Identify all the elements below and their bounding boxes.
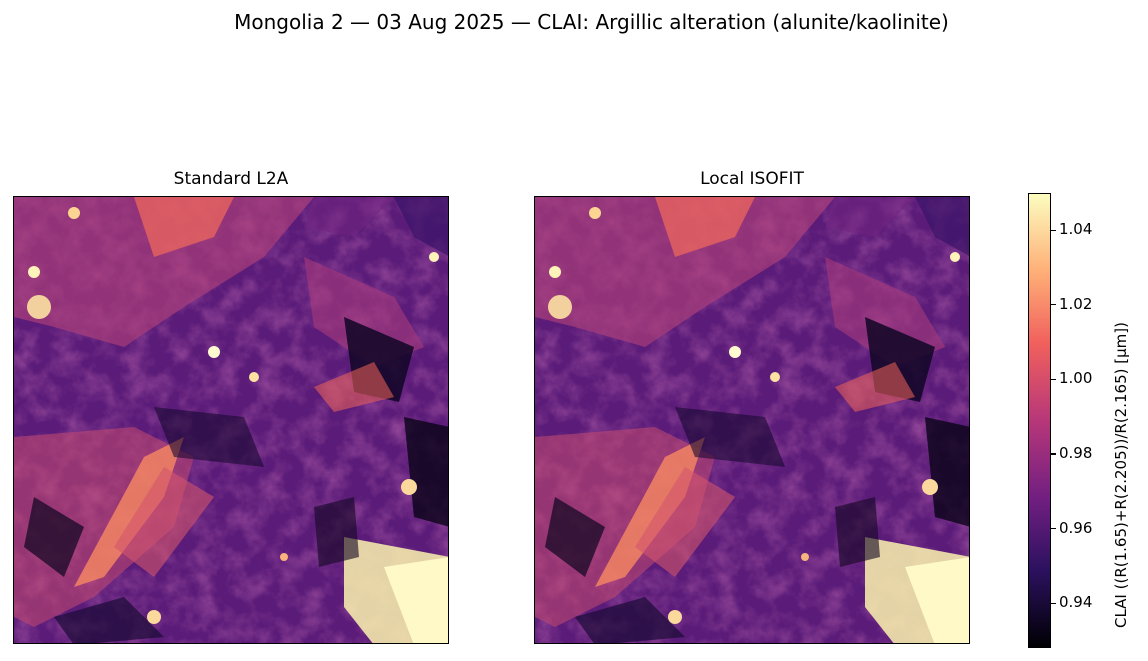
colorbar-gradient [1029,194,1050,647]
figure-title: Mongolia 2 — 03 Aug 2025 — CLAI: Argilli… [234,10,949,34]
colorbar-tick-mark [1051,528,1056,530]
colorbar-tick-mark [1051,602,1056,604]
colorbar-tick-mark [1051,229,1056,231]
colorbar-label: CLAI ((R(1.65)+R(2.205))/R(2.165) [µm]) [1112,322,1130,628]
heatmap-image [14,197,449,644]
heatmap-panel-local-isofit [534,196,970,644]
heatmap-image [535,197,970,644]
colorbar-tick-mark [1051,378,1056,381]
scene-texture [14,197,449,644]
colorbar-tick-label: 0.98 [1059,444,1093,463]
panel-title-standard-l2a: Standard L2A [173,169,289,189]
heatmap-panel-standard-l2a [13,196,449,644]
colorbar-tick-label: 0.96 [1059,518,1093,537]
colorbar-tick-label: 0.94 [1059,593,1093,612]
colorbar-tick-mark [1051,304,1056,306]
scene-texture [535,197,970,644]
colorbar-tick-label: 1.02 [1059,294,1093,313]
colorbar-tick-label: 1.00 [1059,369,1093,388]
colorbar-tick-mark [1051,453,1056,455]
colorbar-tick-label: 1.04 [1059,220,1093,239]
panel-title-local-isofit: Local ISOFIT [700,169,804,189]
colorbar [1028,193,1051,648]
